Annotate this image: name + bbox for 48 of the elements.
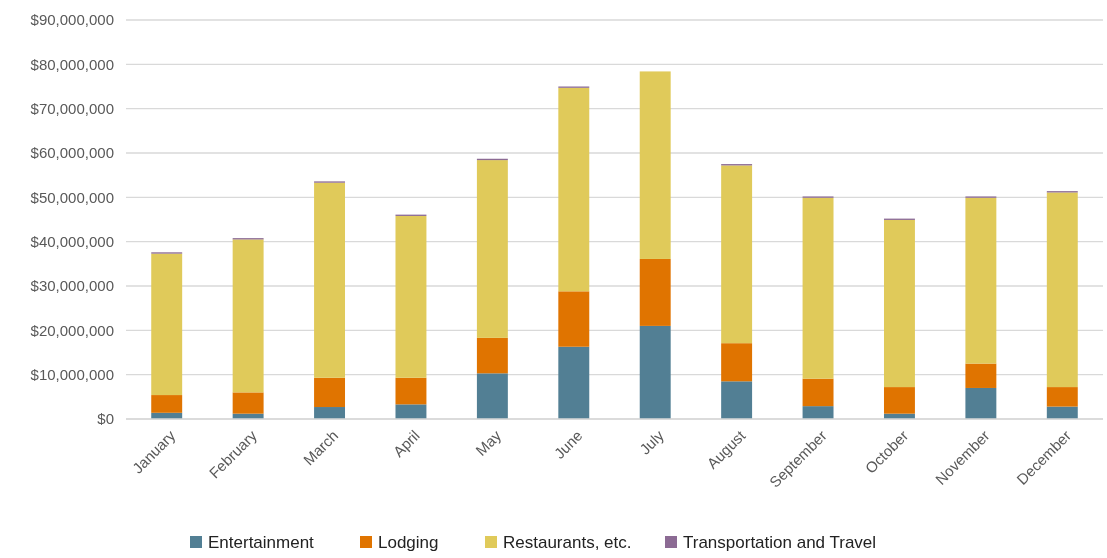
y-tick-label: $10,000,000 — [30, 365, 114, 383]
bar — [802, 378, 834, 407]
bar — [395, 404, 427, 419]
bar — [232, 392, 264, 414]
y-tick-label: $90,000,000 — [30, 11, 114, 29]
y-tick-label: $40,000,000 — [30, 232, 114, 250]
bar — [721, 165, 753, 344]
bar — [965, 197, 997, 364]
bar — [232, 239, 264, 393]
bar — [476, 160, 508, 338]
bar — [314, 182, 346, 378]
bar — [802, 197, 834, 379]
bar — [965, 363, 997, 388]
bar — [314, 407, 346, 419]
bar — [639, 258, 671, 326]
bar — [476, 373, 508, 419]
bar — [639, 71, 671, 259]
bar — [721, 343, 753, 382]
legend-label: Entertainment — [208, 533, 315, 552]
y-tick-label: $20,000,000 — [30, 321, 114, 339]
y-tick-label: $60,000,000 — [30, 144, 114, 162]
bar — [639, 325, 671, 419]
y-tick-label: $80,000,000 — [30, 55, 114, 73]
bar — [151, 395, 183, 413]
legend-label: Restaurants, etc. — [503, 533, 632, 552]
bar — [883, 219, 915, 388]
legend-label: Transportation and Travel — [683, 533, 877, 552]
bar — [151, 253, 183, 396]
x-tick-label: May — [472, 426, 505, 459]
bar — [965, 387, 997, 419]
bar — [558, 346, 590, 419]
bar — [721, 381, 753, 419]
y-tick-label: $30,000,000 — [30, 277, 114, 295]
y-tick-label: $70,000,000 — [30, 99, 114, 117]
bar — [883, 387, 915, 414]
bar — [802, 406, 834, 419]
bar — [395, 377, 427, 405]
bar — [314, 377, 346, 408]
bar — [558, 291, 590, 347]
bar — [558, 87, 590, 292]
x-tick-label: July — [636, 426, 668, 458]
bar — [1046, 387, 1078, 407]
legend-label: Lodging — [378, 533, 439, 552]
bar — [395, 215, 427, 378]
y-tick-label: $50,000,000 — [30, 188, 114, 206]
y-tick-label: $0 — [97, 410, 114, 428]
bar — [1046, 192, 1078, 388]
bar — [476, 337, 508, 374]
